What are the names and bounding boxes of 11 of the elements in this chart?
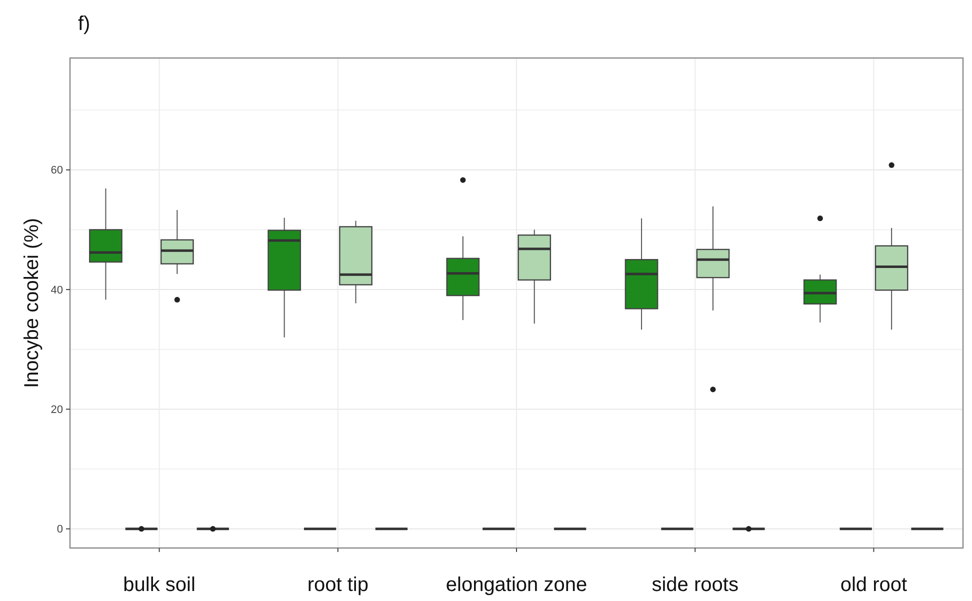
y-tick-label: 40 bbox=[50, 284, 63, 296]
chart-title: f) bbox=[78, 13, 90, 35]
y-tick-label: 60 bbox=[50, 164, 63, 177]
x-tick-label: root tip bbox=[307, 574, 368, 596]
x-tick-label: bulk soil bbox=[123, 574, 196, 596]
x-tick-label: old root bbox=[840, 574, 908, 596]
y-axis-title: Inocybe cookei (%) bbox=[21, 218, 43, 388]
y-tick-label: 0 bbox=[56, 524, 63, 536]
x-tick-label: side roots bbox=[652, 574, 738, 596]
x-tick-label: elongation zone bbox=[446, 574, 588, 596]
y-tick-label: 20 bbox=[50, 404, 63, 416]
